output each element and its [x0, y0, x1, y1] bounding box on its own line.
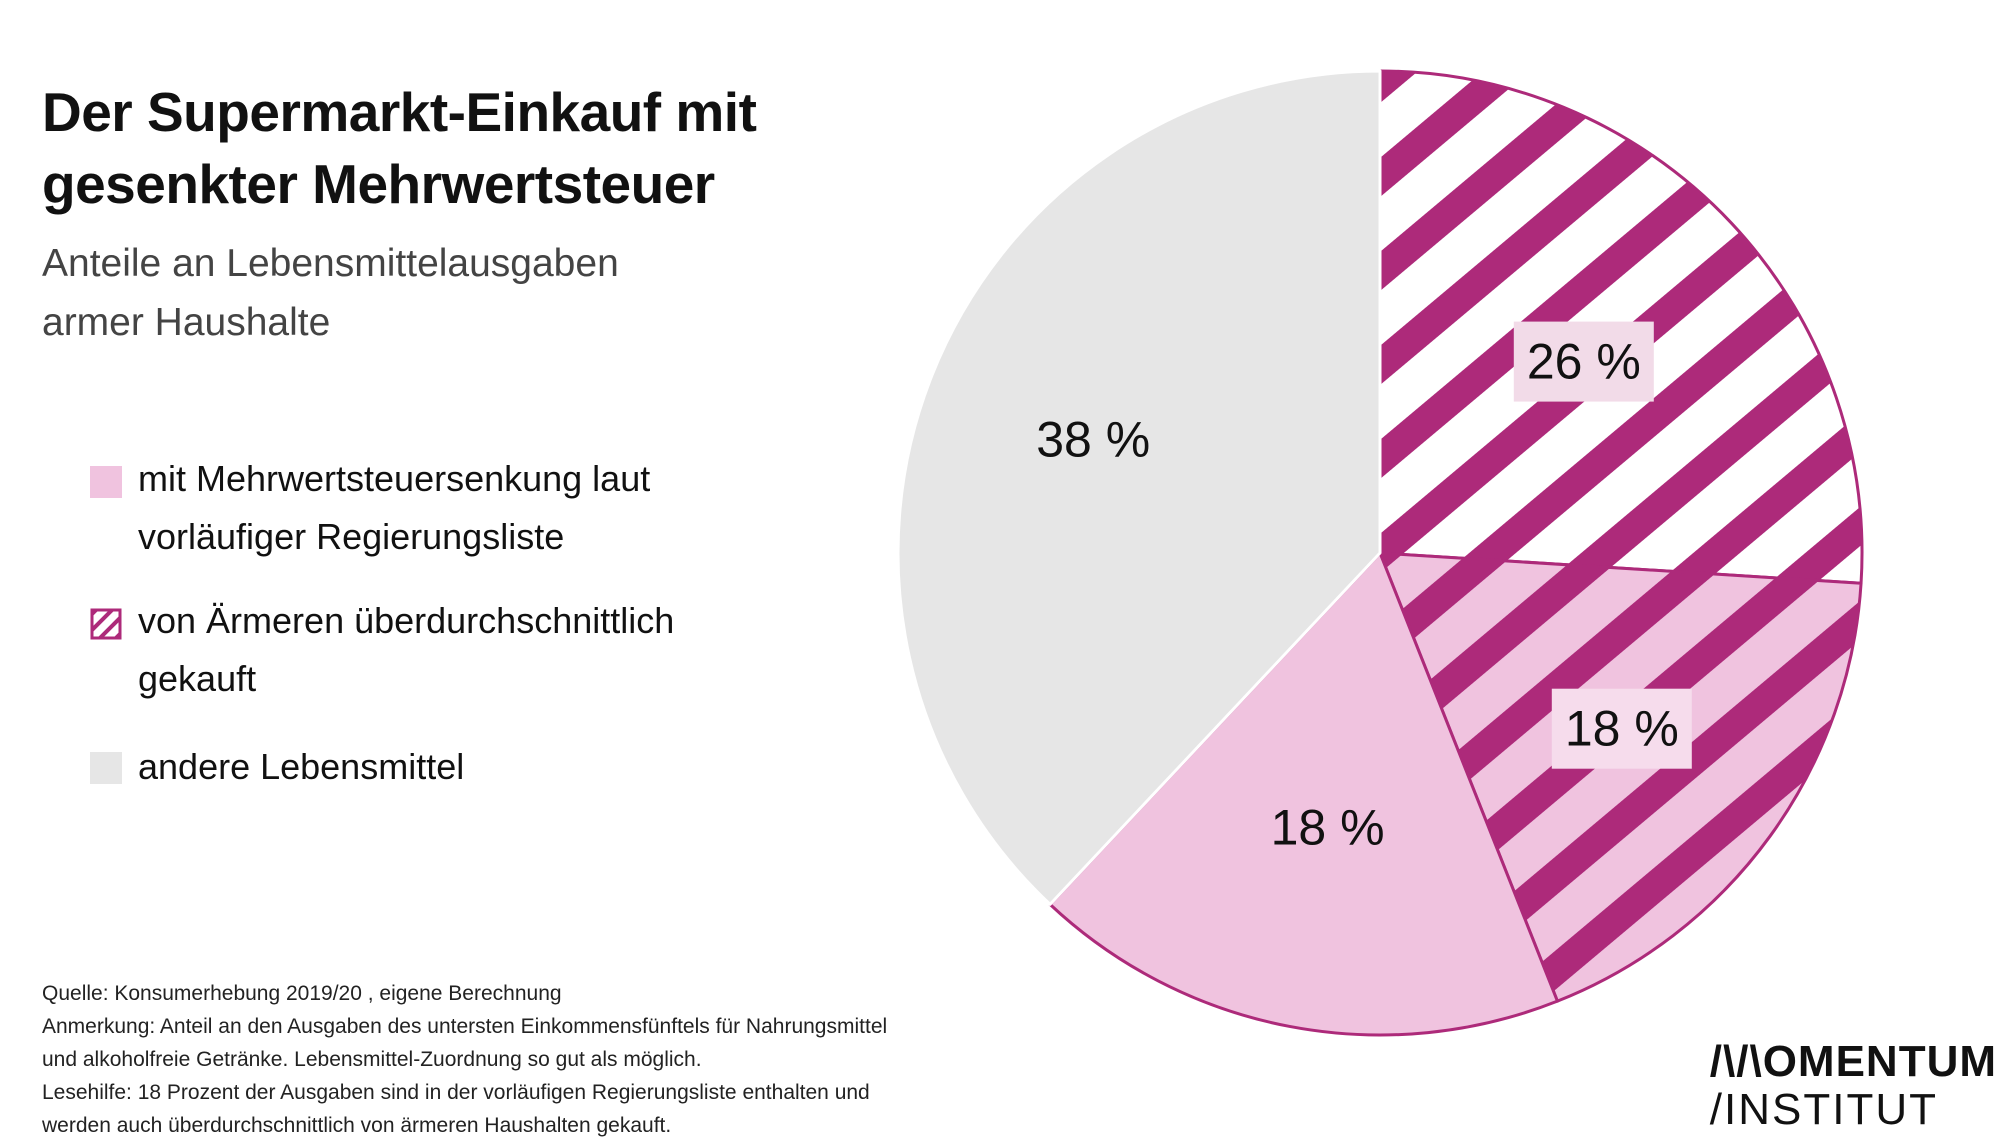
chart-subtitle-line-1: Anteile an Lebensmittelausgaben [42, 242, 619, 285]
legend-swatch-hatched [90, 608, 122, 640]
remark-note-line-1: Anmerkung: Anteil an den Ausgaben des un… [42, 1015, 888, 1038]
slice-18-percent-hatched [1378, 551, 1863, 1003]
slice-38-percent [896, 69, 1382, 906]
legend-label-line: von Ärmeren überdurchschnittlich [138, 600, 675, 641]
legend-label-bought-by-poorer: von Ärmeren überdurchschnittlich gekauft [138, 592, 674, 708]
legend-label-line: vorläufiger Regierungsliste [138, 516, 565, 557]
logo-line-1: /\/\OMENTUM [1709, 1037, 1997, 1086]
slice-26-percent-label-background [1513, 321, 1654, 402]
chart-title-line-2: gesenkter Mehrwertsteuer [42, 153, 715, 215]
pie-labels: 26 % 18 % 18 % 38 % [1036, 321, 1692, 856]
pie-slices [896, 69, 1864, 1037]
slice-18-percent-hatched-label: 18 % [1565, 701, 1679, 757]
legend-label-line: gekauft [138, 658, 257, 699]
source-note: Quelle: Konsumerhebung 2019/20 , eigene … [42, 982, 562, 1005]
legend-swatch-light-pink [90, 466, 122, 498]
legend-swatch-grey [90, 752, 122, 784]
chart-title-line-1: Der Supermarkt-Einkauf mit [42, 81, 757, 143]
reading-help-line-1: Lesehilfe: 18 Prozent der Ausgaben sind … [42, 1081, 870, 1104]
slice-18-percent-hatched-label-background [1551, 688, 1692, 769]
legend-label-other-food: andere Lebensmittel [138, 738, 464, 796]
logo-line-2: /INSTITUT [1709, 1085, 1938, 1134]
notes: Quelle: Konsumerhebung 2019/20 , eigene … [42, 977, 1002, 1142]
chart-subtitle: Anteile an Lebensmittelausgaben armer Ha… [42, 234, 802, 352]
chart-title: Der Supermarkt-Einkauf mit gesenkter Meh… [42, 76, 862, 220]
legend-label-vat-reduction: mit Mehrwertsteuersenkung laut vorläufig… [138, 450, 650, 566]
slice-38-percent-label: 38 % [1036, 411, 1150, 467]
chart-subtitle-line-2: armer Haushalte [42, 301, 331, 344]
remark-note-line-2: und alkoholfreie Getränke. Lebensmittel-… [42, 1048, 702, 1071]
legend-label-line: mit Mehrwertsteuersenkung laut [138, 458, 651, 499]
reading-help-line-2: werden auch überdurchschnittlich von ärm… [42, 1114, 672, 1137]
slice-18-percent-pink [1048, 551, 1559, 1037]
slice-18-percent-pink-label: 18 % [1271, 800, 1385, 856]
legend-label-line: andere Lebensmittel [138, 746, 465, 787]
slice-26-percent-label: 26 % [1527, 334, 1641, 390]
momentum-institut-logo: /\/\OMENTUM /INSTITUT [1710, 1038, 1997, 1134]
